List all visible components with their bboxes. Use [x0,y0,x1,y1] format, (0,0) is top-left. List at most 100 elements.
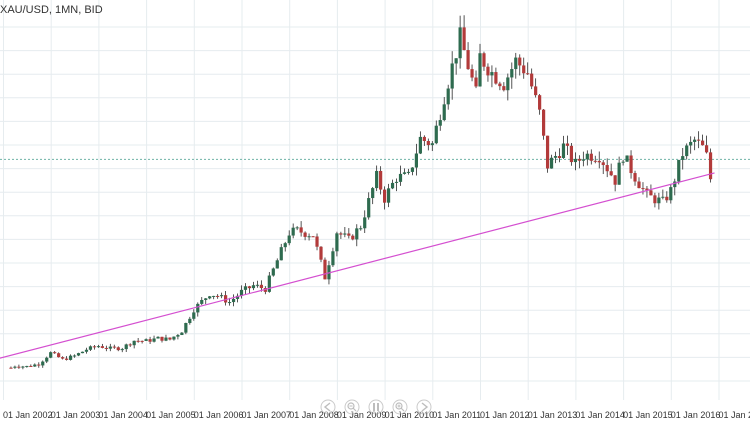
candle [451,51,454,100]
candle [415,144,418,176]
candle [319,246,322,262]
candle [331,248,334,267]
candle [371,187,374,204]
x-tick-label: 01 Jan 2012 [480,410,530,420]
candle [192,309,195,321]
candle [459,16,462,69]
candle [391,180,394,190]
candle [81,352,84,354]
candle [41,360,44,367]
candle [200,297,203,305]
candle [598,151,601,168]
candle [280,244,283,261]
candle [502,82,505,91]
candle [272,268,275,277]
candle [701,135,704,146]
candle [518,54,521,75]
candle [89,345,92,351]
candle [546,136,549,173]
candle [216,294,219,299]
candle [522,58,525,79]
candle [474,70,477,88]
candle [125,344,128,352]
candle [407,169,410,175]
candle [494,68,497,85]
candle [77,353,80,356]
candle [188,317,191,325]
candle [602,160,605,174]
candle [33,363,36,367]
grid [0,0,750,400]
x-tick-label: 01 Jan 2002 [3,410,53,420]
candle [534,78,537,97]
candle [574,152,577,170]
trendline[interactable] [0,173,715,370]
zoom-in-icon[interactable] [393,400,407,414]
candle [685,143,688,159]
candle [709,148,712,182]
pan-right-icon[interactable] [417,400,431,414]
candle [550,155,553,169]
candle [661,190,664,200]
x-tick-label: 01 Jan 2011 [432,410,481,420]
candle [21,366,24,369]
candle [69,354,72,360]
candle [618,157,621,185]
candle [681,148,684,170]
zoom-out-icon[interactable] [345,400,359,414]
candle [164,335,167,341]
pan-left-icon[interactable] [321,400,335,414]
x-tick-label: 01 Jan 2007 [242,410,292,420]
candle [427,139,430,151]
candle [160,337,163,343]
candle [526,62,529,75]
candle [49,351,52,358]
candle [693,137,696,151]
candle [375,166,378,192]
candle [236,293,239,302]
x-tick-label: 01 Jan 2013 [528,410,578,420]
pause-icon[interactable] [369,400,383,414]
x-tick-label: 01 Jan 2015 [623,410,673,420]
candle [244,283,247,294]
candle [343,227,346,237]
candle [204,298,207,304]
candle [152,336,155,343]
candle [614,175,617,191]
candle [689,136,692,153]
candle [610,164,613,177]
candle [387,184,390,207]
candle [514,53,517,79]
candle [625,155,628,162]
candle [53,351,56,354]
candle [29,364,32,367]
candle [315,234,318,251]
candle [359,226,362,231]
candle [57,352,60,357]
candle [113,345,116,349]
candle [9,366,12,368]
candle [379,166,382,194]
candle [423,135,426,146]
candle [109,344,112,351]
x-tick-label: 01 Jan 2003 [51,410,101,420]
candle [637,177,640,188]
candle [566,136,569,155]
candle [530,68,533,89]
x-tick-label: 01 Jan 2014 [575,410,625,420]
x-tick-label: 01 Jan 2016 [671,410,721,420]
candle [292,223,295,238]
candle [85,348,88,354]
candle [248,286,251,293]
candle [606,158,609,177]
candle [284,242,287,252]
candle [176,334,179,339]
candle [137,338,140,343]
candle [463,15,466,50]
candle [558,148,561,162]
candle [490,65,493,87]
x-tick-label: 01 Jan 2006 [194,410,244,420]
candle [673,179,676,196]
